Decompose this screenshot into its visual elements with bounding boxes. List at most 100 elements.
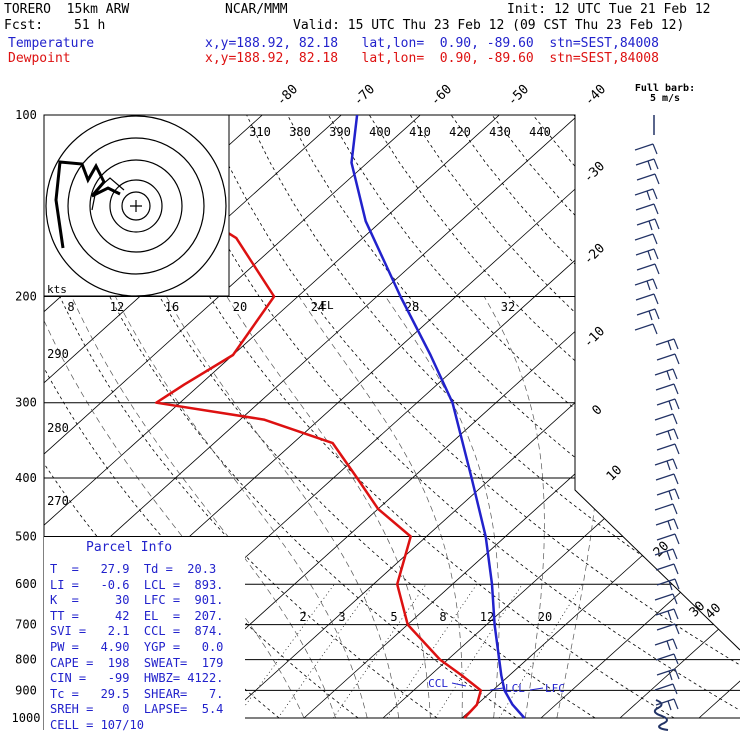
moist-adiabat-line bbox=[226, 296, 431, 719]
right-temp-tick-label: -30 bbox=[581, 159, 608, 186]
wind-barb bbox=[634, 188, 658, 201]
pressure-tick-label: 400 bbox=[15, 471, 37, 485]
parcel-info-title: Parcel Info bbox=[86, 540, 173, 555]
pressure-tick-label: 700 bbox=[15, 618, 37, 632]
dry-adiabat-line bbox=[491, 115, 740, 719]
right-temp-tick-label: 10 bbox=[604, 463, 626, 485]
wind-barb bbox=[634, 233, 658, 245]
hodograph-ring bbox=[109, 179, 163, 233]
parcel-info-row: CAPE = 198 SWEAT= 179 bbox=[50, 655, 224, 670]
top-temp-tick-label: -50 bbox=[505, 82, 532, 109]
wind-barb bbox=[635, 248, 659, 261]
wind-barb bbox=[655, 563, 679, 575]
wind-barb bbox=[654, 683, 678, 695]
upper-row-label: 12 bbox=[110, 300, 124, 314]
pressure-tick-label: 100 bbox=[15, 108, 37, 122]
left-theta-label: 270 bbox=[47, 494, 69, 508]
wind-barb bbox=[654, 413, 678, 425]
left-theta-label: 280 bbox=[47, 421, 69, 435]
top-temp-tick-label: -80 bbox=[274, 82, 301, 109]
moist-adiabat-line bbox=[298, 296, 463, 719]
barb-legend: Full barb: 5 m/s bbox=[634, 84, 696, 104]
hodograph-trace-thin bbox=[91, 177, 125, 211]
wind-barb bbox=[655, 383, 679, 395]
wind-barb bbox=[654, 458, 678, 471]
wind-barb bbox=[656, 488, 680, 501]
wind-barb bbox=[636, 308, 660, 321]
mixing-ratio-label: 12 bbox=[480, 610, 494, 624]
valid-time: Valid: 15 UTC Thu 23 Feb 12 (09 CST Thu … bbox=[293, 18, 685, 33]
level-label-lcl: LCL bbox=[505, 682, 525, 695]
hodograph: kts bbox=[43, 114, 230, 297]
moist-adiabat-line bbox=[44, 296, 305, 719]
pressure-tick-label: 300 bbox=[15, 396, 37, 410]
top-temp-tick-label: -60 bbox=[428, 82, 455, 109]
hodograph-unit-label: kts bbox=[47, 283, 67, 296]
pressure-tick-label: 900 bbox=[15, 683, 37, 697]
isotherm-line bbox=[619, 115, 740, 719]
mixing-ratio-line bbox=[499, 584, 583, 719]
right-temp-tick-label: 0 bbox=[589, 402, 605, 418]
wind-barb bbox=[656, 668, 680, 681]
level-markers: CCL LCL LFC EL bbox=[320, 299, 565, 695]
hodograph-ring bbox=[67, 137, 205, 275]
wind-barb bbox=[655, 518, 679, 531]
center-title: NCAR/MMM bbox=[225, 2, 288, 17]
level-label-ccl: CCL bbox=[428, 677, 448, 690]
isotherm-line bbox=[44, 115, 421, 719]
wind-barbs bbox=[634, 115, 680, 731]
wind-barb bbox=[655, 653, 679, 665]
parcel-info-row: LI = -0.6 LCL = 893. bbox=[50, 577, 224, 592]
upper-row-label: 20 bbox=[233, 300, 247, 314]
wind-barb bbox=[656, 443, 680, 455]
pressure-tick-label: 500 bbox=[15, 529, 37, 543]
init-time: Init: 12 UTC Tue 21 Feb 12 bbox=[507, 2, 711, 17]
wind-barb bbox=[656, 623, 680, 635]
wind-barb bbox=[635, 158, 659, 171]
parcel-info-row: CIN = -99 HWBZ= 4122. bbox=[50, 671, 224, 686]
left-theta-label: 290 bbox=[47, 347, 69, 361]
mixing-ratio-label: 2 bbox=[299, 610, 306, 624]
moist-adiabat-line bbox=[385, 296, 500, 719]
pressure-tick-label: 600 bbox=[15, 577, 37, 591]
fcst-value: 51 h bbox=[74, 18, 106, 33]
hodograph-center bbox=[130, 200, 142, 212]
parcel-info-panel: Parcel Info T = 27.9 Td = 20.3 LI = -0.6 … bbox=[44, 537, 245, 732]
isotherm-line bbox=[698, 115, 740, 719]
mixing-ratio-label: 20 bbox=[538, 610, 552, 624]
dry-adiabat-line bbox=[696, 115, 740, 719]
wind-barb bbox=[656, 398, 680, 411]
wind-barb bbox=[655, 608, 679, 621]
pressure-tick-label: 800 bbox=[15, 653, 37, 667]
theta-label: 430 bbox=[489, 125, 511, 139]
mixing-ratio-line bbox=[235, 583, 335, 719]
parcel-info-row: K = 30 LFC = 901. bbox=[50, 593, 224, 608]
isotherm-line bbox=[224, 115, 740, 719]
theta-label: 420 bbox=[449, 125, 471, 139]
dewpoint-location: x,y=188.92, 82.18 lat,lon= 0.90, -89.60 … bbox=[205, 51, 659, 66]
theta-label: 310 bbox=[249, 125, 271, 139]
pressure-tick-label: 1000 bbox=[12, 711, 41, 725]
right-temp-tick-label: -10 bbox=[581, 324, 608, 351]
temperature-location: x,y=188.92, 82.18 lat,lon= 0.90, -89.60 … bbox=[205, 36, 659, 51]
wind-barb bbox=[655, 428, 679, 441]
wind-barb bbox=[655, 473, 679, 485]
isotherm-line bbox=[540, 115, 740, 719]
parcel-info-row: SREH = 0 LAPSE= 5.4 bbox=[50, 702, 224, 717]
wind-barb bbox=[634, 323, 658, 335]
wind-barb bbox=[656, 533, 680, 545]
wind-barb bbox=[636, 173, 660, 185]
wind-barb bbox=[655, 698, 679, 711]
isotherm-line bbox=[382, 115, 740, 719]
parcel-info-row: TT = 42 EL = 207. bbox=[50, 608, 224, 623]
theta-label: 410 bbox=[409, 125, 431, 139]
hodograph-ring bbox=[45, 115, 227, 297]
upper-row-label: 16 bbox=[165, 300, 179, 314]
wind-barb bbox=[654, 593, 678, 605]
parcel-info-row: CELL = 107/10 bbox=[50, 718, 144, 732]
theta-label: 380 bbox=[289, 125, 311, 139]
dry-adiabat-line bbox=[614, 115, 740, 719]
level-label-el: EL bbox=[320, 299, 334, 312]
model-title: TORERO 15km ARW bbox=[4, 2, 130, 17]
